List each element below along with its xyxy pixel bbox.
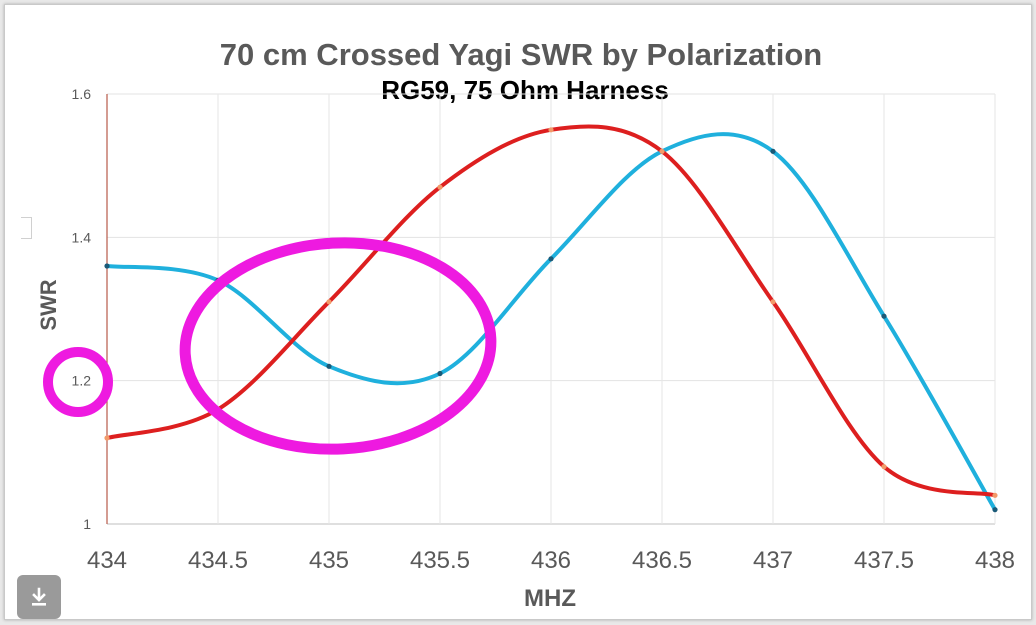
series-layer	[104, 124, 998, 513]
x-tick-label: 436	[531, 547, 571, 574]
annotation-circle	[43, 347, 113, 417]
x-tick-label: 436.5	[632, 547, 692, 574]
data-point	[104, 435, 110, 441]
data-point	[770, 299, 776, 305]
data-point	[104, 263, 110, 269]
chart-frame: 70 cm Crossed Yagi SWR by Polarization R…	[4, 4, 1032, 620]
data-point	[326, 299, 332, 305]
x-tick-label: 435.5	[410, 547, 470, 574]
data-point	[881, 464, 887, 470]
x-tick-label: 435	[309, 547, 349, 574]
chart-svg: 70 cm Crossed Yagi SWR by Polarization R…	[36, 37, 1015, 612]
data-point	[881, 313, 887, 319]
annotation-ellipse	[179, 237, 497, 455]
download-icon	[32, 587, 46, 606]
y-tick-label: 1.2	[72, 373, 92, 389]
data-point	[548, 127, 554, 133]
x-tick-label: 434	[87, 547, 127, 574]
data-point	[992, 507, 998, 513]
chart-title: 70 cm Crossed Yagi SWR by Polarization	[220, 37, 822, 72]
x-tick-label: 437	[753, 547, 793, 574]
series-line-R	[105, 132, 997, 512]
y-axis-title: SWR	[36, 279, 61, 330]
data-point	[548, 256, 554, 262]
y-tick-label: 1	[83, 516, 91, 532]
side-tab	[21, 217, 32, 239]
x-tick-label: 437.5	[854, 547, 914, 574]
x-axis-title: MHZ	[524, 585, 576, 612]
y-tick-label: 1.4	[72, 229, 92, 245]
data-point	[437, 184, 443, 190]
y-tick-label: 1.6	[72, 86, 92, 102]
x-tick-label: 434.5	[188, 547, 248, 574]
data-point	[770, 148, 776, 154]
grid	[107, 93, 996, 525]
chart-subtitle: RG59, 75 Ohm Harness	[381, 75, 669, 105]
download-button[interactable]	[17, 575, 61, 619]
axes: 1 1.2 1.4 1.6 434 434.5 435 435.5 436 436.5 437 437…	[72, 86, 1015, 574]
data-point	[992, 492, 998, 498]
series-line-L	[105, 124, 997, 498]
annotation-layer	[43, 237, 497, 455]
data-point	[437, 370, 443, 377]
data-point	[326, 363, 332, 369]
x-tick-label: 438	[975, 547, 1015, 574]
data-point	[659, 148, 665, 154]
